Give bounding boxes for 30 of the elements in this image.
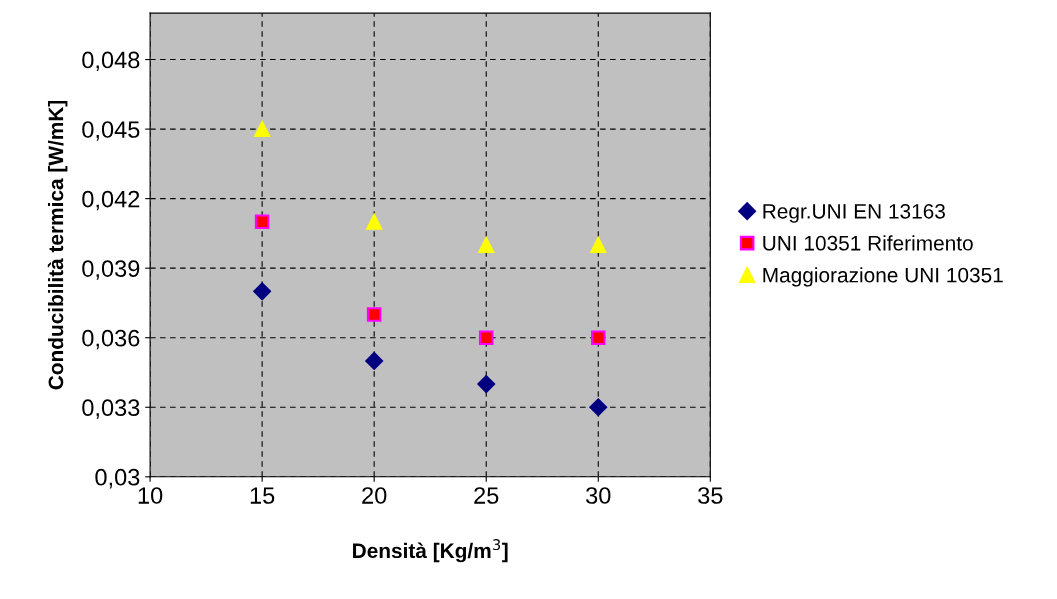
- point: [366, 213, 383, 230]
- y-tick-label: 0,045: [82, 121, 140, 141]
- point: [478, 330, 494, 346]
- legend-label: Regr.UNI EN 13163: [763, 203, 945, 223]
- y-axis-title: Conducibilità termica [W/mK]: [47, 100, 68, 390]
- point: [478, 237, 495, 253]
- legend-label: Maggiorazione UNI 10351: [763, 267, 1003, 287]
- y-tick-label: 0,042: [82, 190, 140, 211]
- x-tick-label: 20: [362, 487, 387, 504]
- point: [365, 352, 384, 370]
- y-tick-label: 0,048: [82, 51, 140, 72]
- x-tick-label: 30: [586, 487, 611, 504]
- y-tick-label: 0,039: [82, 260, 140, 280]
- point: [366, 307, 382, 322]
- point: [253, 282, 272, 301]
- point: [590, 330, 606, 346]
- point: [589, 398, 608, 417]
- x-tick-label: 35: [698, 487, 723, 504]
- x-axis-title: Densità [Kg/m$^{3}$]: [353, 539, 508, 563]
- y-tick-label: 0,036: [82, 329, 140, 350]
- point: [254, 121, 271, 138]
- point: [254, 214, 270, 230]
- x-tick-label: 25: [474, 487, 499, 504]
- x-tick-label: 15: [250, 487, 275, 504]
- y-tick-label: 0,03: [95, 468, 140, 489]
- x-tick-label: 10: [138, 487, 163, 504]
- legend-label: UNI 10351 Riferimento: [763, 235, 973, 251]
- point: [590, 237, 607, 253]
- y-tick-label: 0,033: [82, 399, 140, 419]
- point: [477, 375, 496, 393]
